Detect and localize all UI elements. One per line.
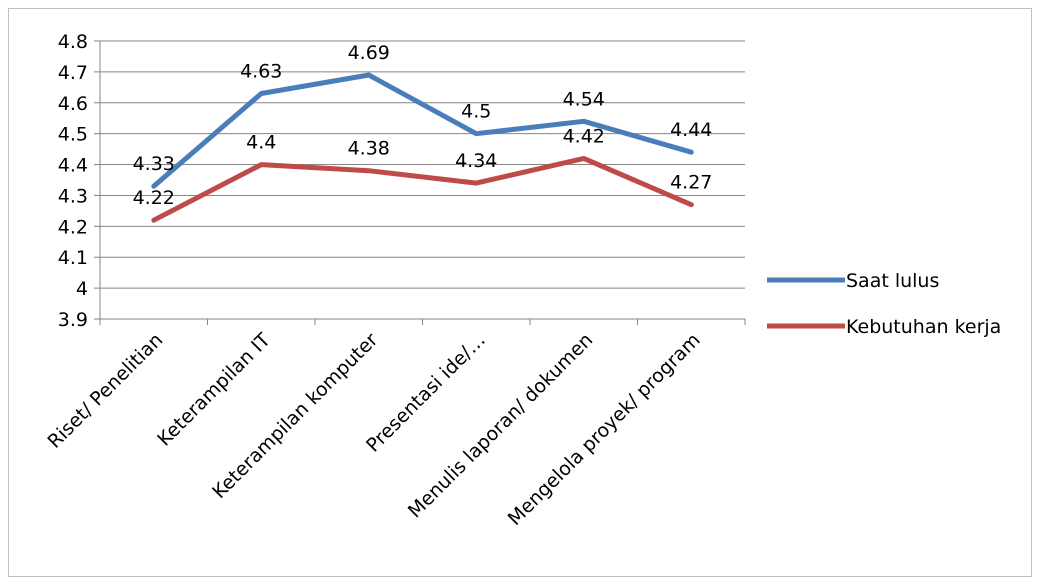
data-label: 4.44 bbox=[670, 119, 712, 141]
data-label: 4.33 bbox=[133, 153, 175, 175]
data-label: 4.63 bbox=[240, 61, 282, 83]
y-tick-label: 4.8 bbox=[58, 31, 88, 53]
y-tick-label: 4.5 bbox=[58, 124, 88, 146]
y-tick-label: 4.4 bbox=[58, 155, 88, 177]
data-label: 4.22 bbox=[133, 187, 175, 209]
data-label: 4.4 bbox=[246, 132, 276, 154]
data-label: 4.54 bbox=[563, 88, 605, 110]
data-label: 4.27 bbox=[670, 172, 712, 194]
legend: Saat lulus Kebutuhan kerja bbox=[767, 270, 1001, 338]
y-tick-label: 4.2 bbox=[58, 216, 88, 238]
legend-label: Saat lulus bbox=[846, 270, 939, 292]
y-tick-label: 4 bbox=[76, 278, 88, 300]
data-label: 4.69 bbox=[348, 42, 390, 64]
y-tick-label: 4.7 bbox=[58, 62, 88, 84]
series-line bbox=[151, 72, 694, 189]
axes: 3.9 4 4.1 4.2 4.3 4.4 4.5 4.6 4.7 4.8 Riset/ Penel… bbox=[43, 31, 746, 530]
series bbox=[151, 72, 694, 223]
y-tick-label: 3.9 bbox=[58, 309, 88, 331]
data-label: 4.5 bbox=[461, 101, 491, 123]
x-tick-label: Presentasi ide/… bbox=[362, 329, 490, 457]
data-label: 4.42 bbox=[563, 125, 605, 147]
x-tick-label: Keterampilan IT bbox=[153, 329, 275, 451]
x-tick-label: Mengelola proyek/ program bbox=[504, 329, 705, 530]
y-tick-label: 4.1 bbox=[58, 247, 88, 269]
gridlines bbox=[100, 40, 745, 320]
legend-label: Kebutuhan kerja bbox=[846, 316, 1001, 338]
x-tick-label: Menulis laporan/ dokumen bbox=[404, 329, 597, 522]
data-label: 4.38 bbox=[348, 138, 390, 160]
y-tick-label: 4.6 bbox=[58, 93, 88, 115]
series-line bbox=[151, 155, 694, 223]
chart-frame bbox=[8, 8, 1032, 577]
data-labels: 4.33 4.63 4.69 4.5 4.54 4.44 4.22 4.4 4.38 4.34 4.… bbox=[133, 42, 713, 209]
y-tick-label: 4.3 bbox=[58, 185, 88, 207]
data-label: 4.34 bbox=[455, 150, 497, 172]
x-tick-label: Riset/ Penelitian bbox=[43, 329, 167, 453]
